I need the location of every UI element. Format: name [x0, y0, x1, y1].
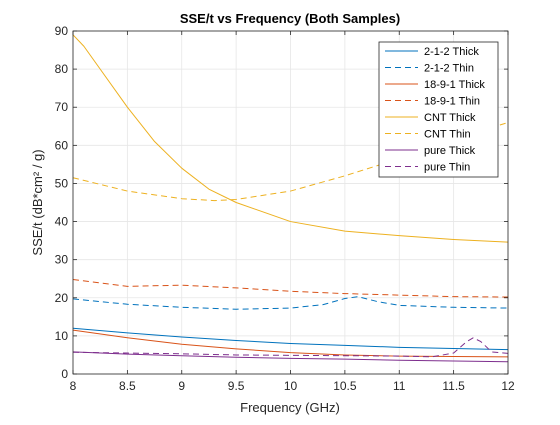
x-tick-label: 12 [501, 379, 515, 393]
series-line-pure-thick [72, 351, 509, 363]
series-line-18-9-1-thin [72, 278, 509, 298]
legend-label-pure-thick: pure Thick [424, 145, 476, 157]
x-tick-label: 10.5 [333, 379, 357, 393]
y-tick-label: 60 [55, 138, 69, 152]
x-tick-label: 9 [178, 379, 185, 393]
y-axis-label: SSE/t (dB*cm² / g) [30, 149, 45, 255]
series-line-2-1-2-thin [72, 296, 509, 310]
x-tick-label: 8 [70, 379, 77, 393]
legend-label-cnt-thin: CNT Thin [424, 129, 471, 141]
x-tick-label: 10 [284, 379, 298, 393]
legend-label-2-1-2-thick: 2-1-2 Thick [424, 46, 479, 58]
y-tick-label: 0 [61, 367, 68, 381]
legend-box [378, 41, 499, 178]
tick-layer: 8 8.5 9 9.5 10 10.5 11 11.5 12 0 10 20 30 40 50 60 70 80 9… [55, 24, 515, 393]
legend-label-cnt-thick: CNT Thick [424, 112, 476, 124]
y-tick-label: 40 [55, 215, 69, 229]
x-tick-label: 9.5 [228, 379, 245, 393]
x-axis-label: Frequency (GHz) [240, 400, 340, 415]
y-tick-label: 50 [55, 176, 69, 190]
series-line-2-1-2-thick [72, 327, 509, 351]
series-line-pure-thin [72, 337, 509, 358]
x-tick-label: 11 [393, 379, 406, 393]
legend-label-18-9-1-thin: 18-9-1 Thin [424, 96, 480, 108]
y-tick-label: 30 [55, 253, 69, 267]
legend: 2-1-2 Thick 2-1-2 Thin 18-9-1 Thick 18-9-1 … [378, 41, 499, 178]
x-tick-label: 8.5 [119, 379, 136, 393]
y-tick-label: 10 [55, 329, 69, 343]
legend-label-pure-thin: pure Thin [424, 162, 470, 174]
y-tick-label: 90 [55, 24, 69, 38]
y-tick-label: 70 [55, 100, 69, 114]
y-tick-label: 80 [55, 62, 69, 76]
legend-label-18-9-1-thick: 18-9-1 Thick [424, 79, 485, 91]
chart-title: SSE/t vs Frequency (Both Samples) [180, 11, 400, 26]
y-tick-label: 20 [55, 291, 69, 305]
legend-label-2-1-2-thin: 2-1-2 Thin [424, 63, 474, 75]
x-tick-label: 11.5 [442, 379, 465, 393]
series-line-cnt-thick [72, 34, 509, 243]
